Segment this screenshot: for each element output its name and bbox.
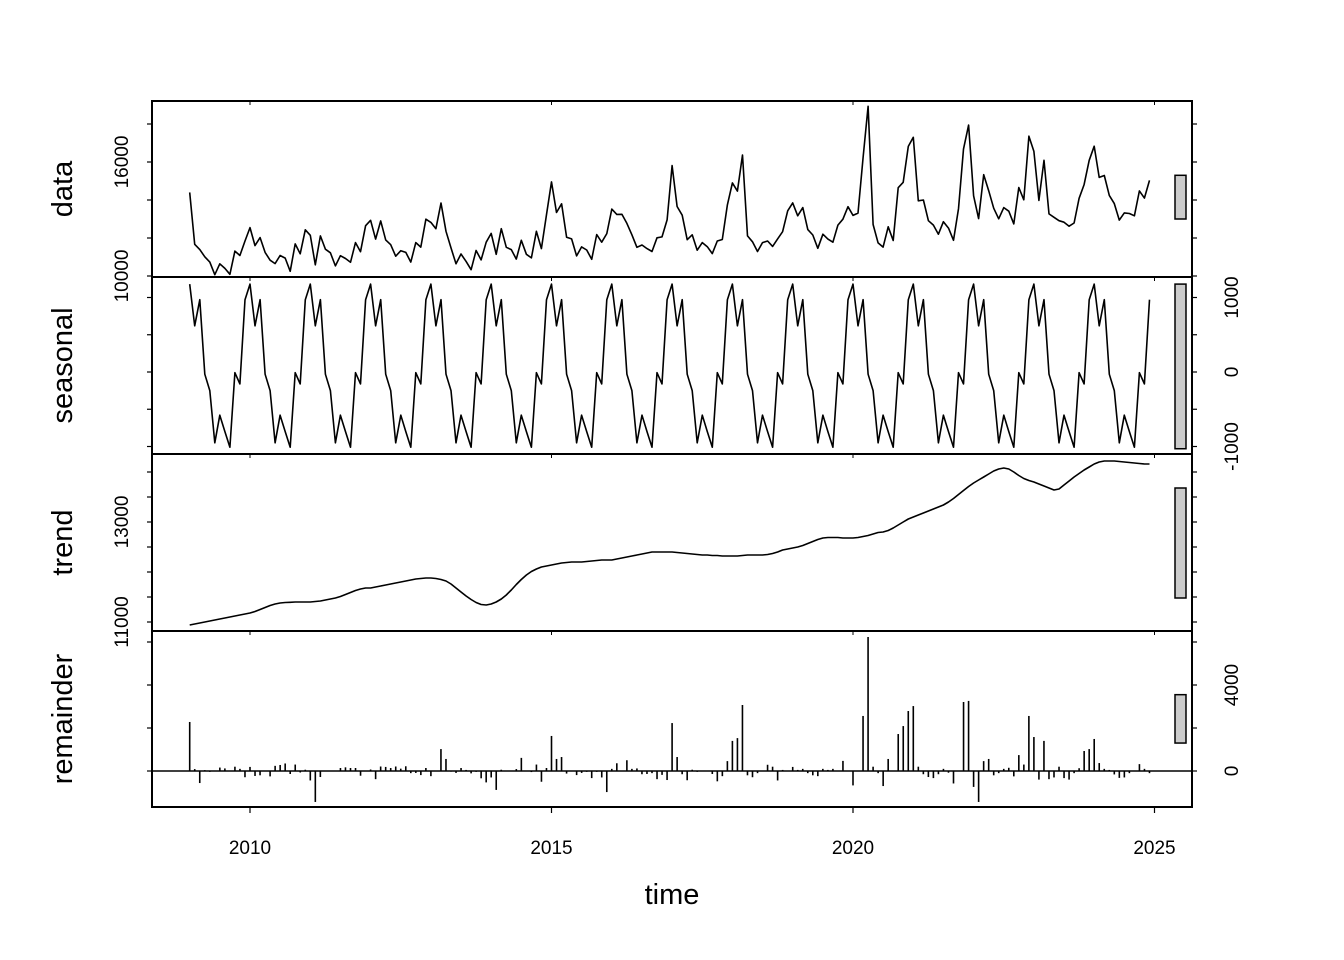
x-tick-label: 2025	[1133, 838, 1175, 859]
panel-data: 10000 16000 data	[47, 100, 1197, 303]
seasonal-scale-bar	[1174, 283, 1187, 450]
panel-seasonal: -1000 0 1000 seasonal	[47, 276, 1243, 471]
remainder-tick-label: 4000	[1222, 664, 1243, 706]
x-axis-title: time	[645, 879, 700, 911]
data-tick-label: 16000	[112, 136, 133, 189]
trend-panel-label: trend	[47, 509, 79, 575]
remainder-panel-label: remainder	[47, 653, 79, 784]
remainder-panel-frame	[151, 630, 1193, 808]
seasonal-tick-label: 0	[1222, 367, 1243, 378]
trend-tick-label: 11000	[112, 596, 133, 647]
x-axis: 2010 2015 2020 2025	[229, 101, 1176, 859]
seasonal-tick-label: 1000	[1222, 276, 1243, 318]
data-panel-frame	[151, 100, 1193, 278]
x-tick-label: 2015	[530, 838, 572, 859]
data-tick-label: 10000	[112, 250, 133, 303]
panels: 10000 16000 data -1000 0 1000 seasonal 11000 130…	[47, 100, 1243, 808]
trend-tick-label: 13000	[112, 496, 133, 549]
trend-panel-frame	[151, 453, 1193, 632]
seasonal-tick-label: -1000	[1222, 422, 1243, 471]
data-panel-label: data	[47, 160, 79, 217]
panel-remainder: 0 4000 remainder	[47, 630, 1243, 808]
data-line	[188, 105, 1151, 276]
trend-scale-bar	[1174, 487, 1187, 599]
panel-trend: 11000 13000 trend	[47, 453, 1197, 648]
x-tick-label: 2010	[229, 838, 271, 859]
seasonal-panel-label: seasonal	[47, 307, 79, 423]
trend-line	[189, 460, 1150, 626]
remainder-tick-label: 0	[1222, 766, 1243, 777]
x-tick-label: 2020	[832, 838, 874, 859]
remainder-scale-bar	[1174, 693, 1187, 744]
data-scale-bar	[1174, 174, 1187, 220]
seasonal-line	[188, 283, 1151, 449]
